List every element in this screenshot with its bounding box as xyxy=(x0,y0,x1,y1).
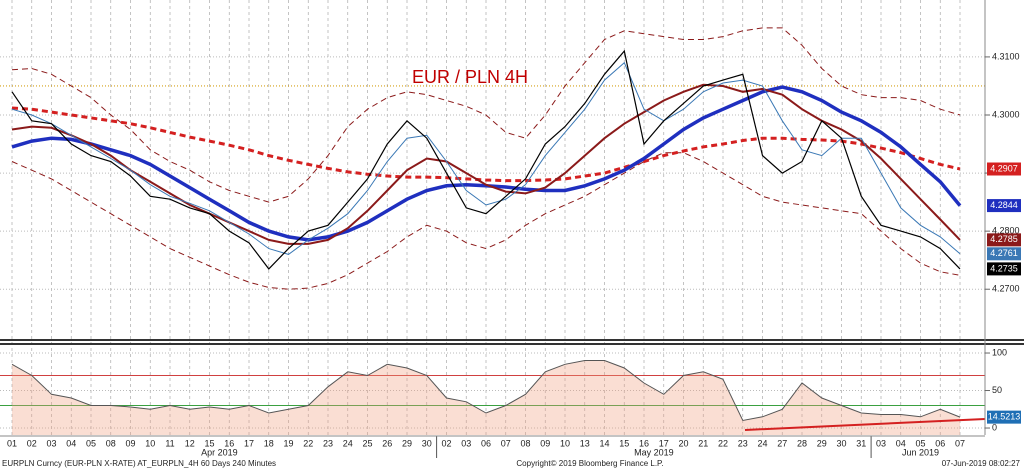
x-tick-label: 13 xyxy=(580,438,590,448)
last-value-box xyxy=(987,233,1021,247)
x-tick-label: 03 xyxy=(876,438,886,448)
x-tick-label: 27 xyxy=(777,438,787,448)
x-tick-label: 10 xyxy=(560,438,570,448)
x-tick-label: 18 xyxy=(264,438,274,448)
panel-separator xyxy=(0,339,1024,341)
y-tick-label: 50 xyxy=(992,385,1002,395)
x-tick-label: 09 xyxy=(540,438,550,448)
x-tick-label: 28 xyxy=(797,438,807,448)
footer-right: 07-Jun-2019 08:02:27 xyxy=(942,459,1021,468)
x-tick-label: 05 xyxy=(86,438,96,448)
line xyxy=(11,49,961,270)
x-tick-label: 06 xyxy=(935,438,945,448)
x-tick-label: 31 xyxy=(856,438,866,448)
line xyxy=(11,27,961,203)
grid xyxy=(0,0,985,458)
last-value-box xyxy=(987,262,1021,276)
x-tick-label: 23 xyxy=(323,438,333,448)
x-tick-label: 15 xyxy=(204,438,214,448)
x-tick-label: 15 xyxy=(619,438,629,448)
area xyxy=(12,360,960,435)
y-tick-label: 4.3100 xyxy=(992,51,1020,61)
line xyxy=(11,85,962,242)
y-tick-label: 4.3000 xyxy=(992,109,1020,119)
x-tick-label: 10 xyxy=(145,438,155,448)
x-tick-label: 14 xyxy=(599,438,609,448)
x-tick-label: 04 xyxy=(66,438,76,448)
x-tick-label: 08 xyxy=(520,438,530,448)
x-tick-label: 07 xyxy=(501,438,511,448)
y-tick-label: 0 xyxy=(992,422,997,432)
x-tick-label: 29 xyxy=(817,438,827,448)
chart-title: EUR / PLN 4H xyxy=(412,67,528,87)
last-value-label: 4.2907 xyxy=(990,163,1018,173)
x-tick-label: 17 xyxy=(659,438,669,448)
x-tick-label: 02 xyxy=(441,438,451,448)
plot xyxy=(0,27,985,435)
last-value-box xyxy=(987,410,1021,424)
month-label: May 2019 xyxy=(634,447,674,457)
x-tick-label: 30 xyxy=(422,438,432,448)
panel-separator xyxy=(0,343,1024,345)
x-tick-label: 02 xyxy=(27,438,37,448)
x-tick-label: 24 xyxy=(343,438,353,448)
line xyxy=(11,360,961,422)
last-value-label: 4.2785 xyxy=(990,234,1018,244)
last-value-label: 14.5213 xyxy=(988,412,1021,422)
last-value-box xyxy=(987,199,1021,213)
x-tick-label: 03 xyxy=(461,438,471,448)
x-tick-label: 09 xyxy=(125,438,135,448)
x-tick-label: 04 xyxy=(896,438,906,448)
line xyxy=(11,152,961,290)
line xyxy=(11,61,961,255)
last-value-box xyxy=(987,247,1021,261)
x-tick-label: 16 xyxy=(224,438,234,448)
footer-left: EURPLN Curncy (EUR-PLN X-RATE) AT_EURPLN… xyxy=(2,459,276,468)
x-tick-label: 25 xyxy=(362,438,372,448)
x-tick-label: 22 xyxy=(718,438,728,448)
x-tick-label: 21 xyxy=(698,438,708,448)
last-value-label: 4.2844 xyxy=(990,200,1018,210)
y-tick-label: 4.2800 xyxy=(992,226,1020,236)
x-tick-label: 29 xyxy=(402,438,412,448)
x-tick-label: 11 xyxy=(165,438,174,448)
last-value-label: 4.2761 xyxy=(990,248,1018,258)
line xyxy=(11,106,961,183)
x-tick-label: 17 xyxy=(244,438,254,448)
x-tick-label: 30 xyxy=(836,438,846,448)
x-tick-label: 22 xyxy=(303,438,313,448)
y-tick-label: 100 xyxy=(992,347,1007,357)
x-tick-label: 16 xyxy=(639,438,649,448)
x-tick-label: 06 xyxy=(481,438,491,448)
x-tick-label: 07 xyxy=(955,438,965,448)
x-tick-label: 12 xyxy=(185,438,195,448)
x-tick-label: 20 xyxy=(678,438,688,448)
x-tick-label: 26 xyxy=(382,438,392,448)
x-tick-label: 24 xyxy=(757,438,767,448)
x-tick-label: 05 xyxy=(915,438,925,448)
x-tick-label: 19 xyxy=(283,438,293,448)
x-tick-label: 03 xyxy=(46,438,56,448)
month-label: Jun 2019 xyxy=(902,447,939,457)
x-tick-label: 23 xyxy=(738,438,748,448)
x-tick-label: 01 xyxy=(7,438,17,448)
x-tick-label: 08 xyxy=(106,438,116,448)
footer-center: Copyright© 2019 Bloomberg Finance L.P. xyxy=(516,459,663,468)
trendline xyxy=(744,418,986,431)
y-tick-label: 4.2700 xyxy=(992,284,1020,294)
last-value-label: 4.2735 xyxy=(990,263,1018,273)
last-value-box xyxy=(987,162,1021,176)
line xyxy=(11,83,961,245)
labels: 01 02 03 04 05 08 09 10 11 12 15 16 17 18 19 22 23 24 25 26… xyxy=(7,51,1021,457)
month-label: Apr 2019 xyxy=(201,447,238,457)
